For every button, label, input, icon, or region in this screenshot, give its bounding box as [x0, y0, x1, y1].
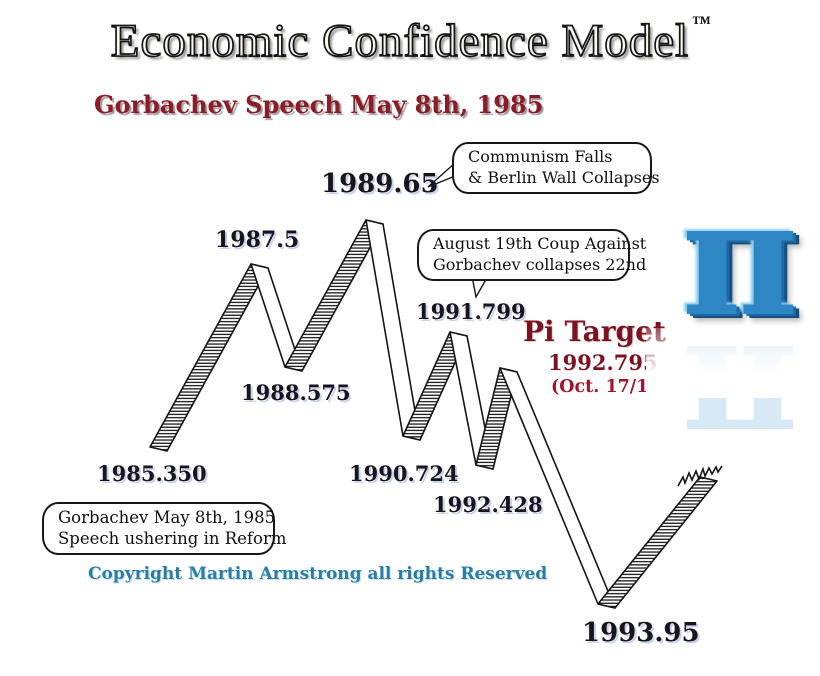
label-high-1987-5: 1987.5 — [215, 227, 300, 253]
callout-gorbachev-speech: Gorbachev May 8th, 1985 Speech ushering … — [42, 502, 287, 555]
callout-august-coup: August 19th Coup Against Gorbachev colla… — [417, 229, 647, 281]
page-title: Economic Confidence Model — [110, 14, 690, 68]
label-low-1985-350: 1985.350 — [97, 461, 207, 486]
callout-speech-line1: Gorbachev May 8th, 1985 — [58, 508, 276, 527]
wave-advance-segment — [149, 263, 269, 452]
callout-communism-line2: & Berlin Wall Collapses — [468, 167, 660, 187]
callout-coup-line2: Gorbachev collapses 22nd — [433, 254, 647, 274]
pi-target-value: 1992.795 — [548, 350, 658, 375]
pi-reflection-fade — [646, 328, 820, 398]
callout-speech-line2: Speech ushering in Reform — [58, 529, 287, 549]
label-low-1990-724: 1990.724 — [349, 461, 459, 486]
label-high-1991-799: 1991.799 — [416, 299, 526, 324]
wave-advance-segment — [284, 219, 384, 372]
copyright-text: Copyright Martin Armstrong all rights Re… — [88, 564, 548, 584]
callout-coup-line1: August 19th Coup Against — [433, 234, 647, 253]
callout-communism-falls: Communism Falls & Berlin Wall Collapses — [452, 142, 660, 194]
wave-segments — [149, 219, 718, 609]
label-high-1989-65: 1989.65 — [321, 169, 439, 199]
label-low-1988-575: 1988.575 — [241, 380, 351, 405]
chart-subtitle: Gorbachev Speech May 8th, 1985 — [94, 90, 544, 119]
callout-communism-line1: Communism Falls — [468, 147, 613, 166]
pi-glyph: π — [681, 164, 799, 352]
label-low-1992-428: 1992.428 — [433, 492, 543, 517]
pi-target-heading: Pi Target — [523, 315, 666, 348]
wave-decline-segment — [365, 219, 421, 441]
trademark-symbol: ™ — [692, 13, 711, 34]
wave-advance-segment — [597, 476, 718, 609]
pi-3d-icon: π π — [646, 164, 820, 496]
label-low-1993-95: 1993.95 — [582, 618, 700, 648]
end-scribble — [677, 465, 723, 487]
